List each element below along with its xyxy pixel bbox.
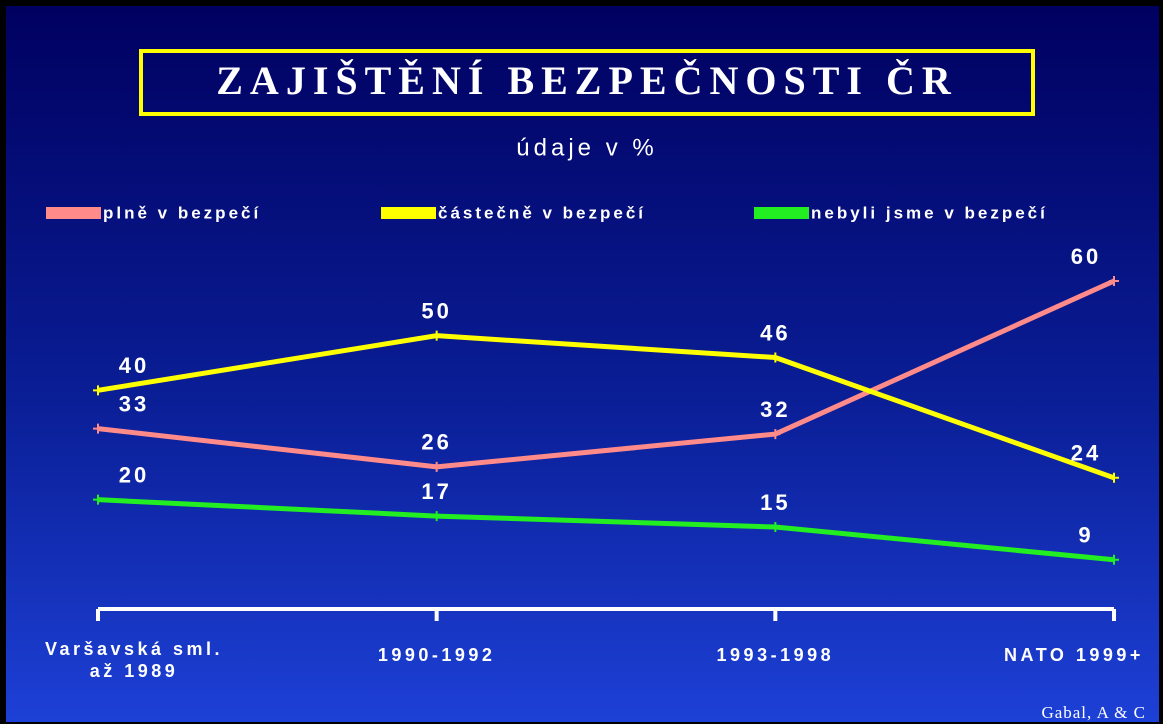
- point-marker: [1109, 276, 1119, 286]
- data-label: 60: [1071, 244, 1101, 269]
- data-label: 33: [119, 391, 149, 416]
- data-label: 15: [760, 490, 790, 515]
- data-label: 17: [421, 479, 451, 504]
- x-tick-label: 1990-1992: [377, 645, 496, 665]
- point-marker: [1109, 472, 1119, 483]
- data-label: 20: [119, 462, 149, 487]
- point-marker: [93, 385, 103, 396]
- point-marker: [770, 352, 781, 363]
- data-label: 40: [119, 353, 149, 378]
- data-line: [97, 497, 1115, 563]
- data-label: 46: [760, 320, 790, 345]
- chart: ZAJIŠTĚNÍ BEZPEČNOSTI ČR údaje v % Gabal…: [46, 49, 1146, 722]
- point-marker: [1109, 554, 1119, 565]
- data-line: [97, 278, 1116, 470]
- source: Gabal, A & C: [1041, 703, 1146, 722]
- title-box: [139, 49, 1035, 116]
- point-marker: [431, 511, 442, 522]
- legend-swatch: [46, 207, 101, 219]
- point-marker: [770, 522, 781, 532]
- point-marker: [770, 429, 781, 440]
- legend-label: částečně v bezpečí: [438, 203, 646, 222]
- legend-swatch: [754, 207, 809, 219]
- x-tick-label: 1993-1998: [716, 645, 835, 665]
- data-label: 32: [760, 397, 790, 422]
- point-marker: [431, 330, 442, 341]
- data-line: [97, 333, 1115, 481]
- legend-label: nebyli jsme v bezpečí: [811, 203, 1048, 222]
- point-marker: [93, 423, 103, 434]
- point-marker: [431, 461, 442, 472]
- legend-label: plně v bezpečí: [103, 203, 261, 222]
- point-marker: [93, 494, 103, 505]
- data-label: 24: [1071, 441, 1101, 466]
- chart-subtitle: údaje v %: [516, 134, 657, 161]
- chart-title: ZAJIŠTĚNÍ BEZPEČNOSTI ČR: [216, 58, 958, 103]
- data-label: 50: [421, 298, 451, 323]
- data-label: 9: [1078, 523, 1093, 548]
- x-tick-label: NATO 1999+: [1004, 645, 1144, 665]
- x-tick-label: Varšavská sml. až 1989: [44, 639, 224, 681]
- legend-swatch: [381, 207, 436, 219]
- data-label: 26: [421, 430, 451, 455]
